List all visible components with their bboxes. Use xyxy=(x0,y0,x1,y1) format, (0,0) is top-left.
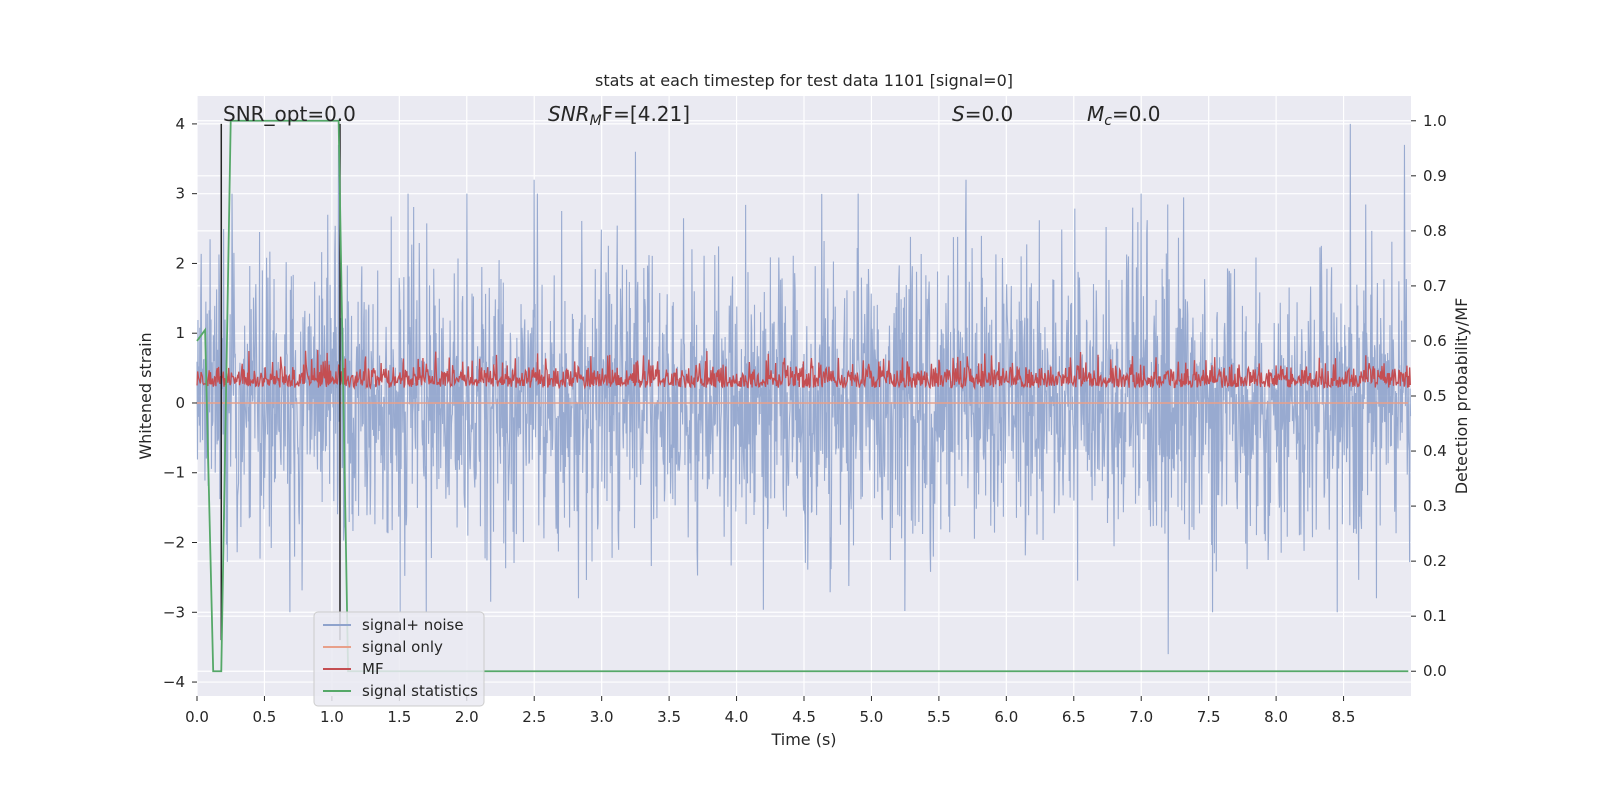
x-tick-label: 2.5 xyxy=(522,708,546,726)
annotation-snr-mf-value: F=[4.21] xyxy=(602,102,690,126)
x-tick-label: 8.5 xyxy=(1332,708,1356,726)
x-tick-label: 0.0 xyxy=(185,708,209,726)
x-tick-label: 5.5 xyxy=(927,708,951,726)
y-right-tick-label: 1.0 xyxy=(1423,112,1447,130)
series-signal-statistics xyxy=(196,119,1409,673)
legend-label-mf: MF xyxy=(362,660,384,678)
legend-label-signal-noise: signal+ noise xyxy=(362,616,464,634)
y-right-tick-label: 0.2 xyxy=(1423,552,1447,570)
legend-label-signal-only: signal only xyxy=(362,638,443,656)
chart-title: stats at each timestep for test data 110… xyxy=(595,71,1013,90)
x-tick-label: 4.5 xyxy=(792,708,816,726)
x-tick-label: 1.0 xyxy=(320,708,344,726)
annotation-snr-opt: SNR_opt=0.0 xyxy=(223,102,356,126)
x-tick-label: 6.5 xyxy=(1062,708,1086,726)
x-tick-label: 4.0 xyxy=(725,708,749,726)
x-tick-label: 7.5 xyxy=(1197,708,1221,726)
y-tick-label: −1 xyxy=(163,464,185,482)
legend: signal+ noise signal only MF signal stat… xyxy=(313,611,485,707)
x-tick-label: 6.0 xyxy=(994,708,1018,726)
series-signal-noise xyxy=(196,123,1412,655)
legend-label-signal-statistics: signal statistics xyxy=(362,682,478,700)
annotation-s: S=0.0 xyxy=(952,102,1013,126)
y-tick-label: 4 xyxy=(175,115,185,133)
y-tick-label: −3 xyxy=(163,603,185,621)
x-tick-label: 0.5 xyxy=(253,708,277,726)
y-axis-label: Whitened strain xyxy=(136,332,155,459)
y-right-tick-label: 0.9 xyxy=(1423,167,1447,185)
y-right-tick-label: 0.8 xyxy=(1423,222,1447,240)
x-tick-label: 3.0 xyxy=(590,708,614,726)
y-right-tick-label: 0.4 xyxy=(1423,442,1447,460)
y-tick-label: 2 xyxy=(175,254,185,272)
annotation-s-value: =0.0 xyxy=(965,102,1014,126)
annotation-snr-mf-sub: M xyxy=(590,113,602,129)
x-tick-label: 8.0 xyxy=(1264,708,1288,726)
annotation-snr-mf: SNRMF=[4.21] xyxy=(548,102,690,129)
annotation-mc-symbol: M xyxy=(1087,102,1104,126)
annotation-mc-sub: c xyxy=(1104,113,1112,129)
y-tick-label: 0 xyxy=(175,394,185,412)
annotation-mc-value: =0.0 xyxy=(1112,102,1161,126)
y-tick-label: 1 xyxy=(175,324,185,342)
x-tick-label: 5.0 xyxy=(860,708,884,726)
series-mf xyxy=(196,349,1411,391)
y-axis-label-right: Detection probability/MF xyxy=(1452,298,1471,495)
y-tick-label: −4 xyxy=(163,673,185,691)
y-right-tick-label: 0.1 xyxy=(1423,607,1447,625)
y-right-tick-label: 0.0 xyxy=(1423,662,1447,680)
x-tick-label: 2.0 xyxy=(455,708,479,726)
y-right-tick-label: 0.5 xyxy=(1423,387,1447,405)
x-ticks: 0.0 0.5 1.0 1.5 2.0 2.5 3.0 3.5 4.0 4.5 5.0 5.5 6.0 6… xyxy=(185,696,1355,726)
x-tick-label: 7.0 xyxy=(1129,708,1153,726)
y-right-tick-label: 0.7 xyxy=(1423,277,1447,295)
y-right-tick-label: 0.6 xyxy=(1423,332,1447,350)
legend-box xyxy=(313,611,485,707)
x-tick-label: 3.5 xyxy=(657,708,681,726)
series-layer xyxy=(196,119,1412,673)
y-tick-label: −2 xyxy=(163,534,185,552)
y-right-tick-label: 0.3 xyxy=(1423,497,1447,515)
x-tick-label: 1.5 xyxy=(387,708,411,726)
annotation-s-symbol: S xyxy=(952,102,965,126)
y-tick-label: 3 xyxy=(175,185,185,203)
y-ticks-left: 4 3 2 1 0 −1 −2 −3 −4 xyxy=(163,115,197,691)
annotation-mc: Mc=0.0 xyxy=(1087,102,1161,129)
x-axis-label: Time (s) xyxy=(770,730,836,749)
annotation-snr-mf-symbol: SNR xyxy=(548,102,590,126)
y-ticks-right: 1.0 0.9 0.8 0.7 0.6 0.5 0.4 0.3 0.2 0.1 0.0 xyxy=(1411,112,1447,680)
